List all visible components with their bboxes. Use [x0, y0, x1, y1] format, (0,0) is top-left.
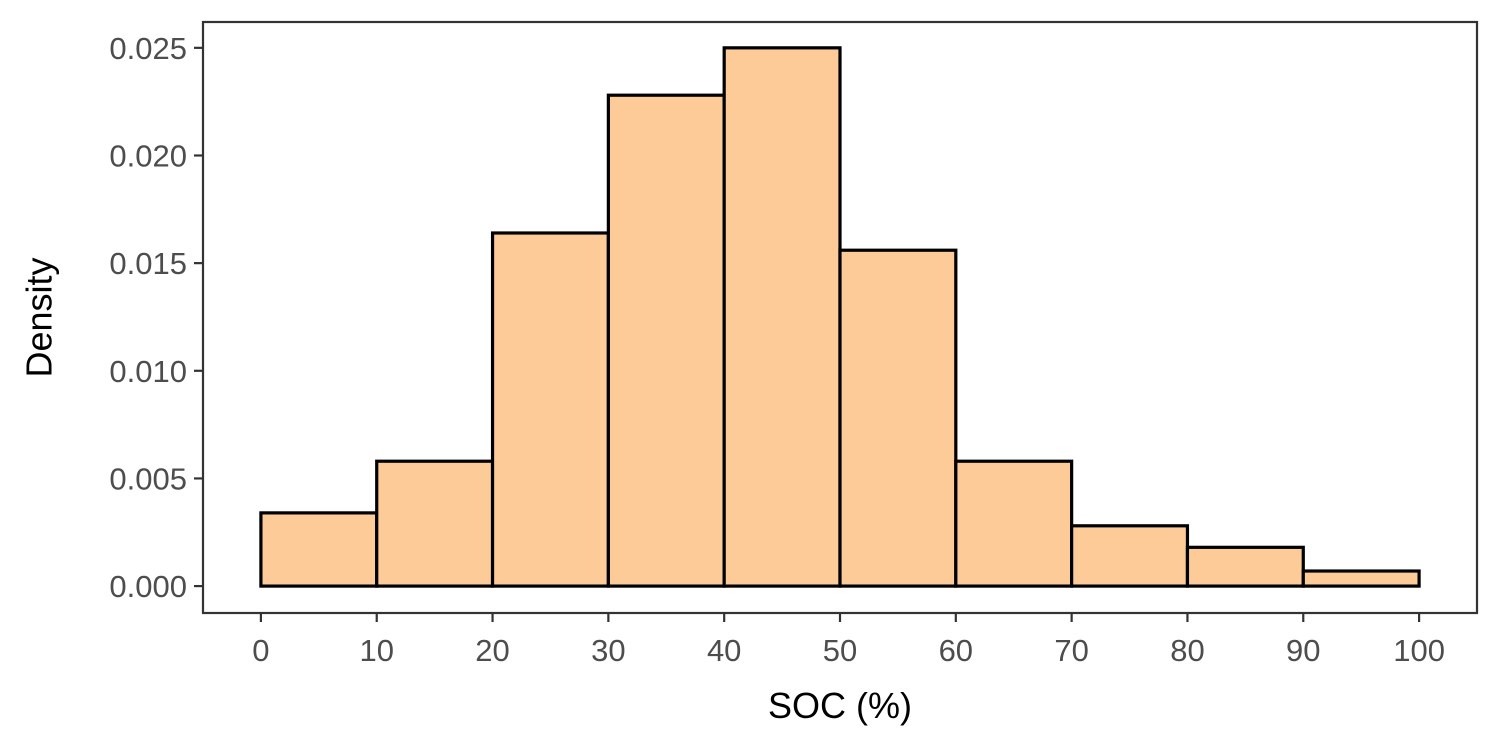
x-tick-label: 40	[707, 633, 741, 668]
histogram-bar-10-20	[375, 459, 495, 588]
histogram-bar-30-40	[606, 93, 726, 588]
x-tick-label: 30	[591, 633, 625, 668]
histogram-bar-90-100	[1301, 569, 1421, 588]
bars-layer	[259, 46, 1421, 588]
x-tick-label: 10	[359, 633, 393, 668]
y-tick-label: 0.005	[109, 461, 187, 496]
histogram-bar-80-90	[1185, 545, 1305, 588]
y-tick-label: 0.000	[109, 569, 187, 604]
histogram-bar-20-30	[490, 231, 610, 588]
histogram-bar-70-80	[1070, 524, 1190, 588]
y-tick-label: 0.010	[109, 354, 187, 389]
x-tick-label: 60	[939, 633, 973, 668]
histogram-bar-0-10	[259, 511, 379, 588]
histogram-bar-50-60	[838, 248, 958, 588]
x-tick-label: 20	[475, 633, 509, 668]
x-tick-label: 0	[252, 633, 269, 668]
histogram-bar-40-50	[722, 46, 842, 588]
y-axis: 0.000 0.005 0.010 0.015 0.020 0.025	[109, 31, 203, 604]
x-tick-label: 70	[1054, 633, 1088, 668]
x-tick-label: 90	[1286, 633, 1320, 668]
x-tick-label: 100	[1393, 633, 1445, 668]
x-axis: 0 10 20 30 40 50 60 70 80 90 100	[252, 613, 1445, 668]
x-tick-label: 50	[823, 633, 857, 668]
x-axis-title: SOC (%)	[768, 685, 912, 726]
histogram-bar-60-70	[954, 459, 1074, 588]
y-tick-label: 0.025	[109, 31, 187, 66]
y-tick-label: 0.020	[109, 138, 187, 173]
x-tick-label: 80	[1170, 633, 1204, 668]
panel-border	[201, 20, 1479, 615]
y-tick-label: 0.015	[109, 246, 187, 281]
y-axis-title: Density	[19, 257, 60, 377]
